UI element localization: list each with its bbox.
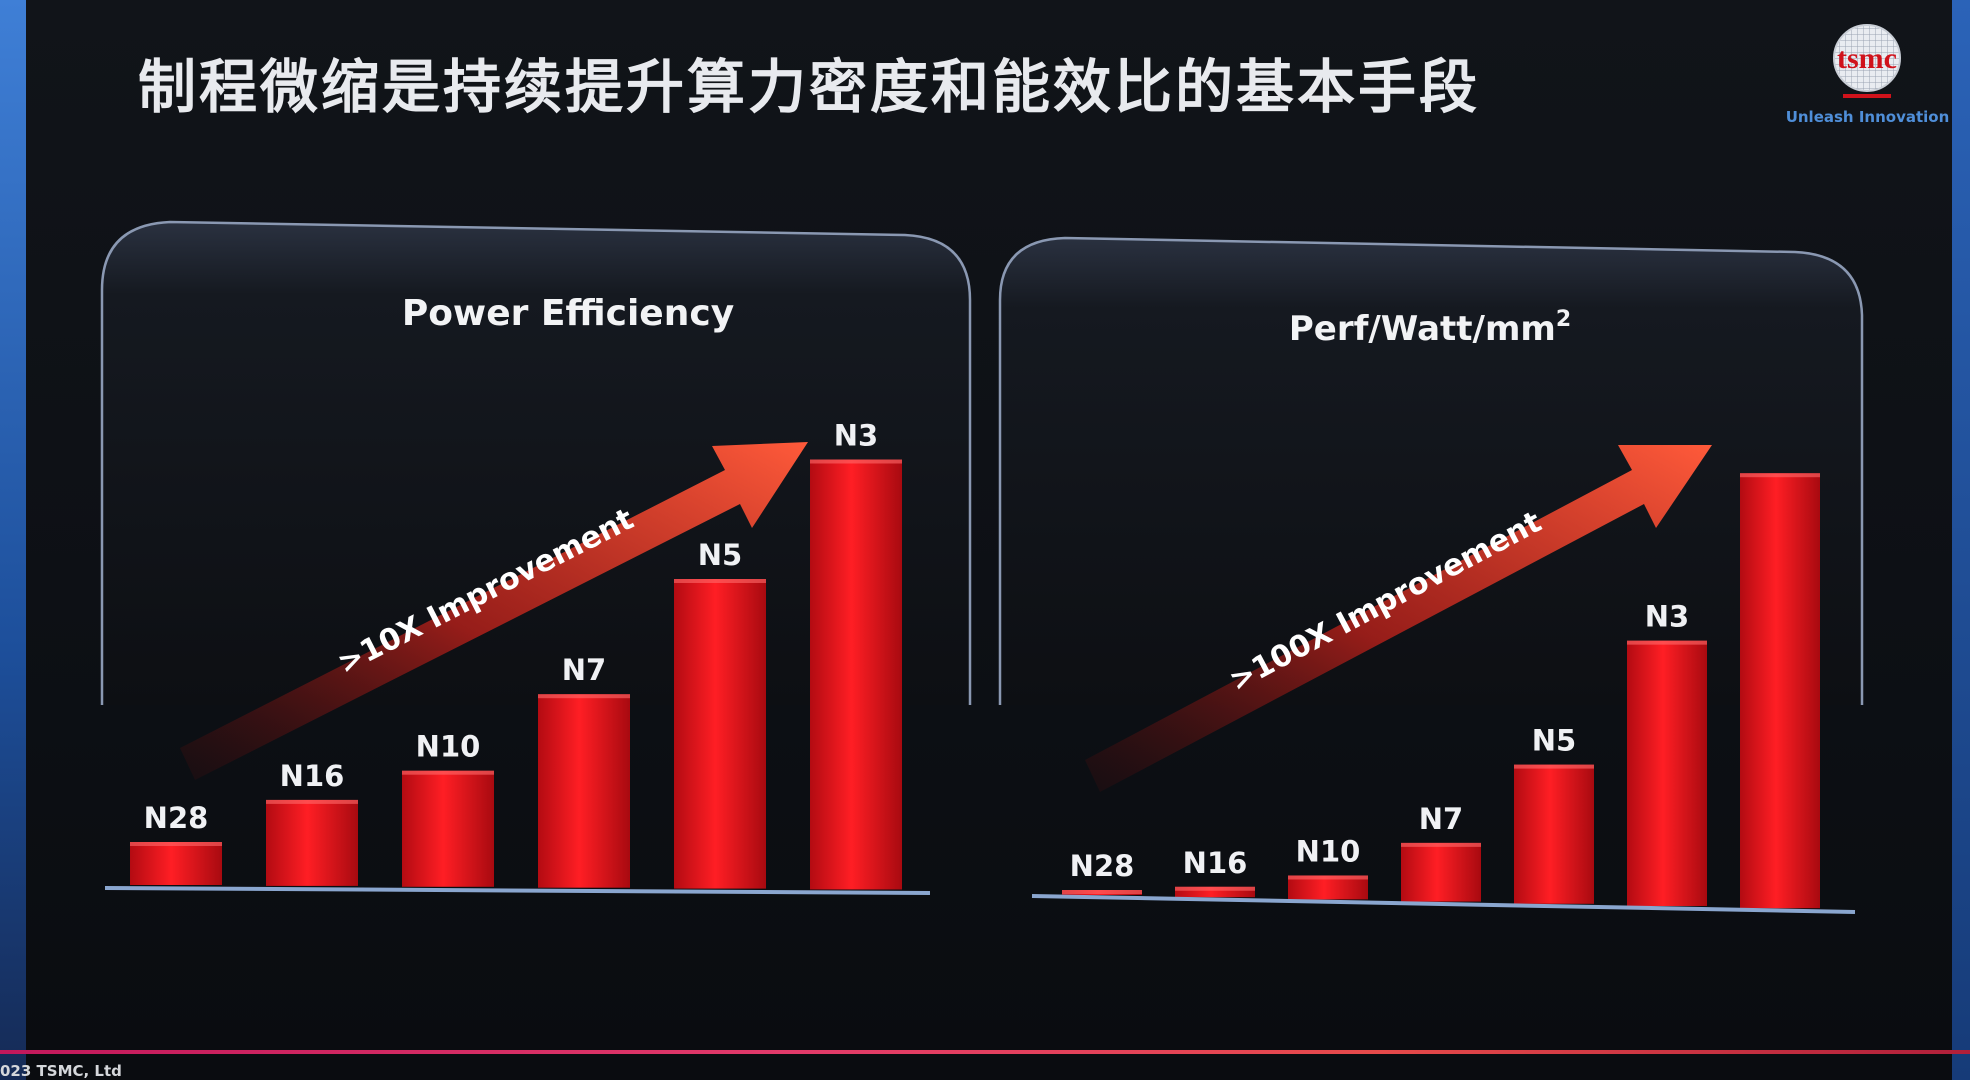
- bar-label: N5: [1532, 724, 1576, 758]
- bar-highlight: [1401, 842, 1481, 847]
- bar-label: N28: [144, 801, 209, 835]
- bar-unlabeled: [1740, 473, 1820, 909]
- chart-title: Perf/Watt/mm2: [1289, 307, 1571, 349]
- tsmc-logo: tsmc Unleash Innovation: [1785, 22, 1950, 132]
- bar-highlight: [1740, 473, 1820, 478]
- bar-highlight: [1062, 890, 1142, 894]
- bar-n16: [1175, 886, 1255, 898]
- bar-n7: [538, 694, 630, 888]
- bar-n5: [674, 579, 766, 889]
- bar-highlight: [810, 459, 902, 464]
- bar-highlight: [130, 842, 222, 846]
- logo-tagline: Unleash Innovation: [1785, 108, 1950, 126]
- bar-label: N16: [280, 759, 345, 793]
- improvement-arrow: [1085, 445, 1712, 792]
- bar-label: N7: [1419, 802, 1463, 836]
- chart-title-superscript: 2: [1556, 307, 1571, 332]
- bar-n3: [810, 459, 902, 890]
- right-screen-edge: [1952, 0, 1970, 1080]
- bar-n5: [1514, 764, 1594, 904]
- bar-n3: [1627, 640, 1707, 906]
- bar-label: N7: [562, 653, 606, 687]
- bar-highlight: [1288, 875, 1368, 880]
- bar-label: N10: [1296, 834, 1361, 868]
- chart-title: Power Efficiency: [402, 293, 734, 334]
- bar-highlight: [266, 799, 358, 804]
- bar-label: N28: [1070, 849, 1135, 883]
- bar-n28: [130, 842, 222, 885]
- bar-n10: [1288, 875, 1368, 900]
- footer-copyright: 023 TSMC, Ltd: [0, 1062, 122, 1080]
- right-panel-frame: [998, 236, 1864, 705]
- bar-label: N3: [1645, 600, 1689, 634]
- bar-label: N5: [698, 538, 742, 572]
- bar-n10: [402, 770, 494, 887]
- bar-label: N10: [416, 730, 481, 764]
- left-screen-edge: [0, 0, 26, 1080]
- logo-wordmark: tsmc: [1837, 42, 1897, 75]
- x-axis-line: [1031, 894, 1856, 914]
- bar-n7: [1401, 842, 1481, 902]
- bar-label: N16: [1183, 846, 1248, 880]
- bar-highlight: [1627, 640, 1707, 645]
- x-axis-line: [104, 886, 931, 895]
- slide-title: 制程微缩是持续提升算力密度和能效比的基本手段: [138, 53, 1481, 121]
- bar-highlight: [402, 770, 494, 775]
- bar-highlight: [538, 694, 630, 699]
- tsmc-logo-icon: tsmc: [1833, 24, 1901, 98]
- bar-highlight: [1175, 886, 1255, 891]
- bar-label: N3: [834, 419, 878, 453]
- bar-highlight: [1514, 764, 1594, 769]
- bar-highlight: [674, 579, 766, 583]
- footer-divider: [0, 1050, 1970, 1054]
- bar-n16: [266, 799, 358, 886]
- improvement-arrow: [180, 442, 808, 780]
- chart-title-text: Perf/Watt/mm: [1289, 309, 1556, 349]
